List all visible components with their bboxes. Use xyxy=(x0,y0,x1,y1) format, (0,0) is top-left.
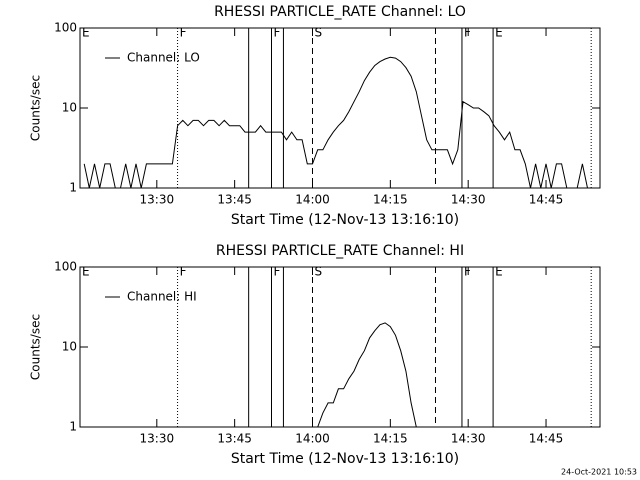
y-tick-label: 100 xyxy=(54,260,77,274)
y-axis-label: Counts/sec xyxy=(29,75,43,141)
x-axis-label: Start Time (12-Nov-13 13:16:10) xyxy=(231,451,459,467)
y-tick-label: 10 xyxy=(62,101,77,115)
y-tick-label: 10 xyxy=(62,340,77,354)
data-line xyxy=(83,56,588,189)
x-tick-label: 14:15 xyxy=(373,432,408,446)
x-tick-label: 14:45 xyxy=(529,432,564,446)
x-tick-label: 13:30 xyxy=(140,432,175,446)
legend-label: Channel: HI xyxy=(127,290,197,304)
x-tick-label: 14:30 xyxy=(451,193,486,207)
x-tick-label: 14:30 xyxy=(451,432,486,446)
x-tick-label: 14:45 xyxy=(529,193,564,207)
marker-label: F xyxy=(273,26,280,40)
marker-label: F xyxy=(273,265,280,279)
y-tick-label: 1 xyxy=(69,420,77,434)
y-tick-label: 1 xyxy=(69,181,77,195)
x-tick-label: 14:15 xyxy=(373,193,408,207)
data-line xyxy=(312,322,417,428)
marker-label: E xyxy=(82,26,90,40)
footer: 24-Oct-2021 10:53 xyxy=(561,468,637,477)
chart-title: RHESSI PARTICLE_RATE Channel: HI xyxy=(216,243,464,259)
x-tick-label: 13:45 xyxy=(217,193,252,207)
x-tick-label: 13:30 xyxy=(140,193,175,207)
marker-label: F xyxy=(180,265,187,279)
x-tick-label: 14:00 xyxy=(295,432,330,446)
x-tick-label: 13:45 xyxy=(217,432,252,446)
marker-label: E xyxy=(82,265,90,279)
marker-label: E xyxy=(495,265,503,279)
legend-label: Channel: LO xyxy=(127,51,200,65)
marker-label: F xyxy=(464,265,471,279)
marker-label: S xyxy=(314,26,322,40)
marker-label: S xyxy=(314,265,322,279)
y-axis-label: Counts/sec xyxy=(29,314,43,380)
marker-label: F xyxy=(464,26,471,40)
x-axis-label: Start Time (12-Nov-13 13:16:10) xyxy=(231,212,459,228)
chart-title: RHESSI PARTICLE_RATE Channel: LO xyxy=(214,4,466,20)
marker-label: F xyxy=(180,26,187,40)
marker-label: E xyxy=(495,26,503,40)
y-tick-label: 100 xyxy=(54,21,77,35)
x-tick-label: 14:00 xyxy=(295,193,330,207)
